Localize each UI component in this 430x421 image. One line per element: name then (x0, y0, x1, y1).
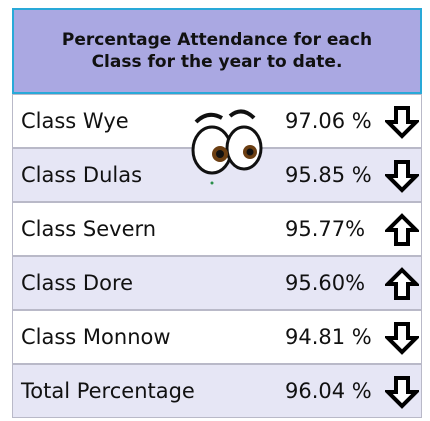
class-name: Class Dore (21, 257, 133, 309)
up-arrow (385, 267, 419, 301)
class-name: Class Monnow (21, 311, 171, 363)
percentage: 95.60% (285, 257, 365, 309)
down-arrow (385, 105, 419, 139)
percentage: 96.04 % (285, 365, 372, 417)
percentage: 97.06 % (285, 95, 372, 147)
page: Percentage Attendance for each Class for… (0, 0, 430, 421)
class-name: Class Severn (21, 203, 156, 255)
percentage: 95.77% (285, 203, 365, 255)
table-row: Class Monnow 94.81 % (12, 310, 422, 364)
percentage: 94.81 % (285, 311, 372, 363)
down-arrow (385, 159, 419, 193)
table-row: Class Severn 95.77% (12, 202, 422, 256)
cartoon-eyes (182, 100, 272, 190)
table-row: Class Dore 95.60% (12, 256, 422, 310)
table-header: Percentage Attendance for each Class for… (12, 8, 422, 94)
class-name: Total Percentage (21, 365, 195, 417)
header-title: Percentage Attendance for each Class for… (38, 29, 396, 73)
class-name: Class Wye (21, 95, 129, 147)
down-arrow (385, 375, 419, 409)
attendance-table: Percentage Attendance for each Class for… (12, 8, 422, 419)
table-row: Total Percentage 96.04 % (12, 364, 422, 418)
class-name: Class Dulas (21, 149, 142, 201)
down-arrow (385, 321, 419, 355)
up-arrow (385, 213, 419, 247)
percentage: 95.85 % (285, 149, 372, 201)
